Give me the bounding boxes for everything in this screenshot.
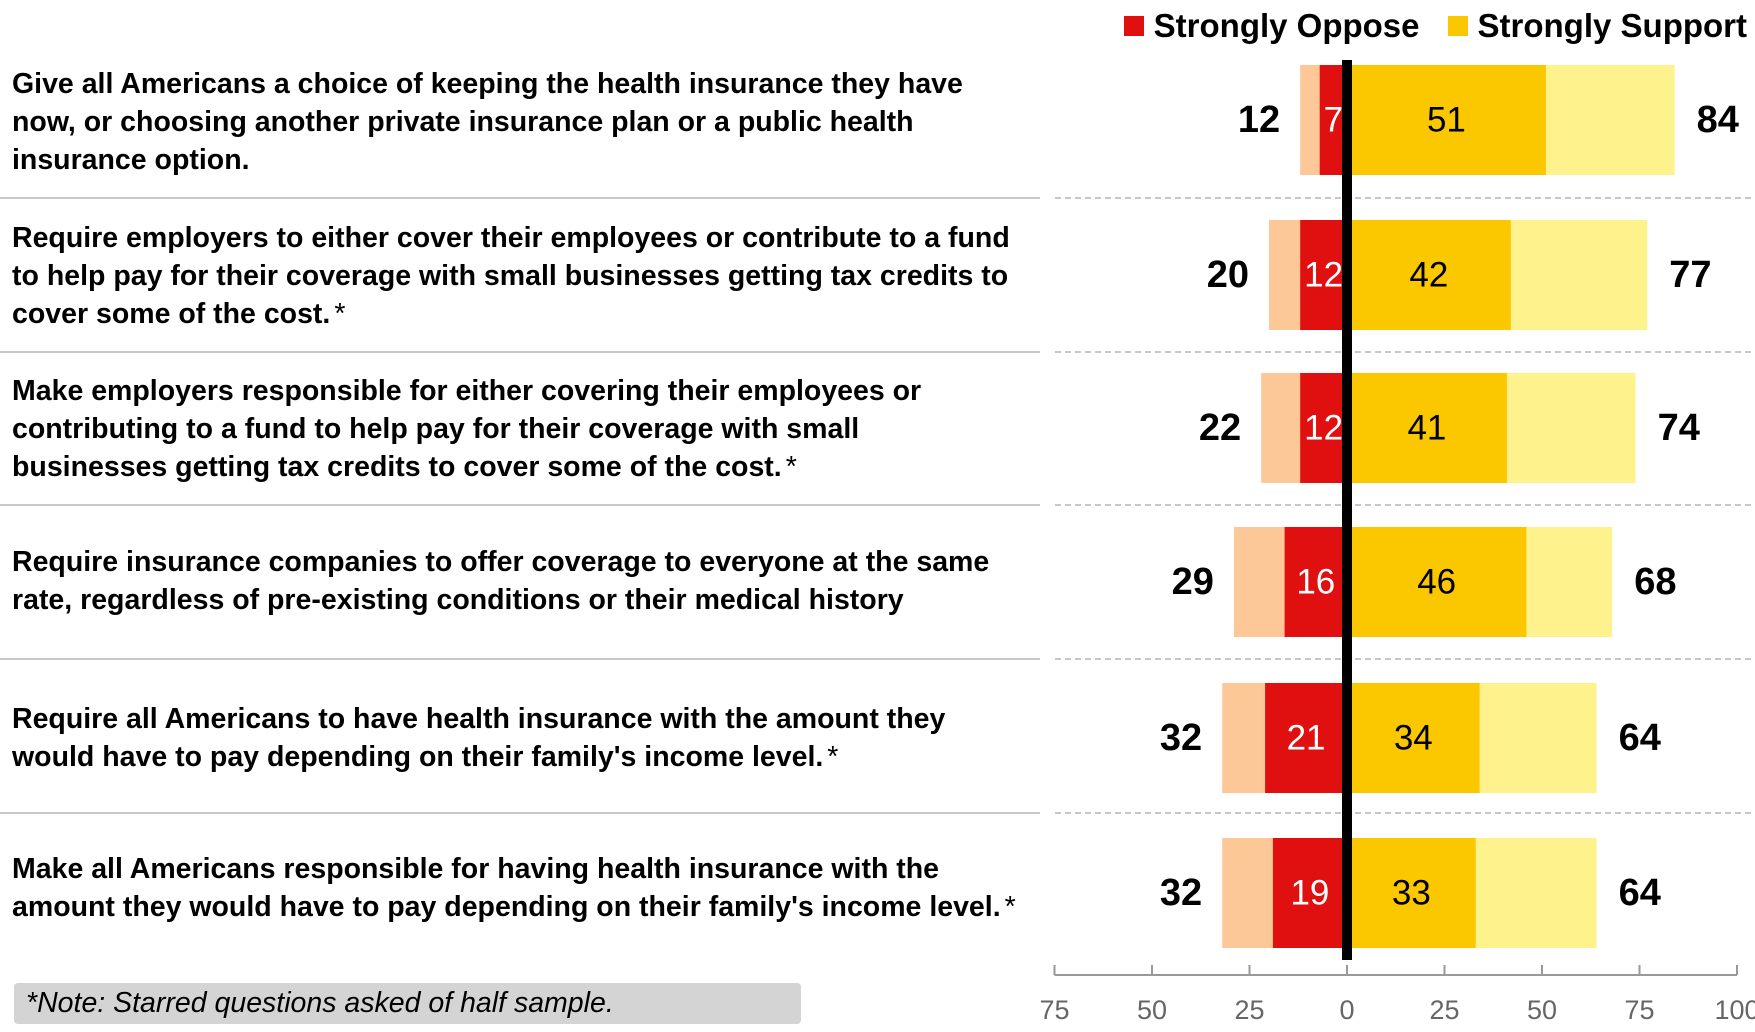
label-strongly-oppose: 21 [1287, 719, 1326, 758]
row-label-text: Require insurance companies to offer cov… [12, 545, 990, 616]
x-tick-label: 25 [1234, 995, 1264, 1025]
bar-strongly-support [1347, 373, 1507, 483]
half-sample-star: * [785, 450, 797, 483]
legend: Strongly Oppose Strongly Support [1123, 6, 1747, 46]
bar-strongly-oppose [1265, 683, 1347, 793]
row-divider [0, 197, 1040, 199]
x-tick-label: 50 [1137, 995, 1167, 1025]
half-sample-star: * [827, 740, 839, 773]
label-oppose-total: 32 [1160, 717, 1202, 759]
label-strongly-oppose: 16 [1296, 563, 1335, 602]
label-strongly-oppose: 7 [1324, 101, 1343, 140]
bar-strongly-support [1347, 683, 1480, 793]
label-strongly-support: 46 [1417, 563, 1456, 602]
footnote: *Note: Starred questions asked of half s… [14, 983, 801, 1024]
bar-strongly-oppose [1300, 373, 1347, 483]
legend-label-support: Strongly Support [1477, 7, 1747, 44]
legend-item-strongly-oppose: Strongly Oppose [1123, 7, 1420, 45]
row-label: Require all Americans to have health ins… [12, 680, 1022, 795]
label-strongly-oppose: 12 [1304, 256, 1343, 295]
label-oppose-total: 29 [1172, 561, 1214, 603]
legend-label-oppose: Strongly Oppose [1153, 7, 1420, 44]
row-label: Require employers to either cover their … [12, 218, 1022, 333]
label-strongly-oppose: 12 [1304, 409, 1343, 448]
label-strongly-support: 34 [1394, 719, 1433, 758]
row-divider [0, 351, 1040, 353]
half-sample-star: * [1004, 890, 1016, 923]
bar-strongly-oppose [1300, 220, 1347, 330]
half-sample-star: * [334, 297, 346, 330]
row-label-text: Give all Americans a choice of keeping t… [12, 67, 963, 176]
bar-strongly-oppose [1284, 527, 1347, 637]
bar-strongly-oppose [1272, 838, 1347, 948]
label-strongly-support: 51 [1427, 101, 1466, 140]
label-strongly-support: 41 [1407, 409, 1446, 448]
label-strongly-support: 33 [1392, 874, 1431, 913]
label-support-total: 64 [1619, 717, 1661, 759]
legend-swatch-oppose [1123, 16, 1144, 36]
label-oppose-total: 22 [1199, 407, 1241, 449]
x-tick-label: 0 [1339, 995, 1354, 1025]
legend-swatch-support [1447, 16, 1468, 36]
x-tick-label: 25 [1429, 995, 1459, 1025]
label-oppose-total: 12 [1238, 99, 1280, 141]
legend-item-strongly-support: Strongly Support [1447, 7, 1747, 45]
x-tick-label: 75 [1039, 995, 1069, 1025]
x-tick-label: 100 [1714, 995, 1755, 1025]
bar-strongly-support [1347, 527, 1527, 637]
row-divider [0, 812, 1040, 814]
row-label: Give all Americans a choice of keeping t… [12, 64, 1022, 179]
label-support-total: 84 [1697, 99, 1739, 141]
row-divider [0, 658, 1040, 660]
bar-strongly-support [1347, 838, 1476, 948]
row-label: Make all Americans responsible for havin… [12, 830, 1022, 945]
row-label-text: Require employers to either cover their … [12, 221, 1010, 330]
x-tick-label: 75 [1624, 995, 1654, 1025]
label-support-total: 74 [1658, 407, 1700, 449]
bar-strongly-support [1347, 65, 1546, 175]
row-label-text: Make all Americans responsible for havin… [12, 852, 1016, 923]
label-oppose-total: 20 [1207, 254, 1249, 296]
label-oppose-total: 32 [1160, 872, 1202, 914]
label-support-total: 68 [1634, 561, 1676, 603]
row-label-text: Require all Americans to have health ins… [12, 702, 946, 773]
row-label: Make employers responsible for either co… [12, 371, 1022, 486]
label-support-total: 64 [1619, 872, 1661, 914]
label-support-total: 77 [1669, 254, 1711, 296]
bar-strongly-support [1347, 220, 1511, 330]
x-tick-label: 50 [1527, 995, 1557, 1025]
label-strongly-oppose: 19 [1290, 874, 1329, 913]
label-strongly-support: 42 [1409, 256, 1448, 295]
row-label-text: Make employers responsible for either co… [12, 374, 922, 483]
row-label: Require insurance companies to offer cov… [12, 523, 1022, 638]
row-divider [0, 504, 1040, 506]
